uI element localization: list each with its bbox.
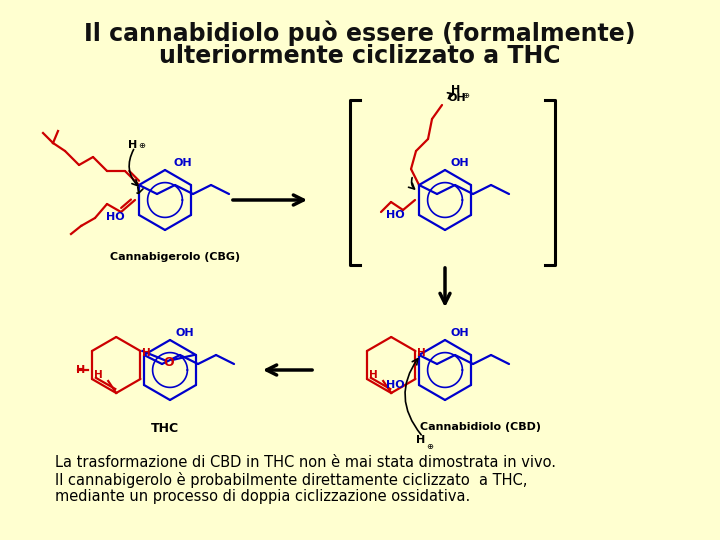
Text: OH: OH [451, 158, 469, 168]
Text: HO: HO [387, 380, 405, 390]
Text: OH: OH [451, 328, 469, 338]
Text: OH: OH [176, 328, 194, 338]
Text: H: H [143, 348, 151, 358]
Text: HO: HO [387, 210, 405, 220]
Text: O: O [163, 355, 174, 368]
Text: H: H [127, 140, 137, 150]
Text: ⊕: ⊕ [462, 91, 469, 100]
Text: THC: THC [151, 422, 179, 435]
Text: OH: OH [447, 93, 466, 103]
Text: H: H [369, 370, 378, 380]
Text: OH: OH [174, 158, 192, 168]
Text: H: H [415, 435, 425, 445]
Text: ⊕: ⊕ [426, 442, 433, 451]
Text: Cannabigerolo (CBG): Cannabigerolo (CBG) [110, 252, 240, 262]
Text: Cannabidiolo (CBD): Cannabidiolo (CBD) [420, 422, 541, 432]
Text: ⊕: ⊕ [138, 141, 145, 150]
Text: H: H [94, 370, 103, 380]
Text: mediante un processo di doppia ciclizzazione ossidativa.: mediante un processo di doppia ciclizzaz… [55, 489, 470, 504]
Text: ulteriormente ciclizzato a THC: ulteriormente ciclizzato a THC [159, 44, 561, 68]
Text: Il cannabigerolo è probabilmente direttamente ciclizzato  a THC,: Il cannabigerolo è probabilmente diretta… [55, 472, 527, 488]
Text: H: H [76, 365, 85, 375]
Text: Il cannabidiolo può essere (formalmente): Il cannabidiolo può essere (formalmente) [84, 20, 636, 45]
Text: H: H [451, 85, 460, 95]
Text: La trasformazione di CBD in THC non è mai stata dimostrata in vivo.: La trasformazione di CBD in THC non è ma… [55, 455, 556, 470]
Text: H: H [418, 348, 426, 358]
Text: HO: HO [107, 212, 125, 222]
